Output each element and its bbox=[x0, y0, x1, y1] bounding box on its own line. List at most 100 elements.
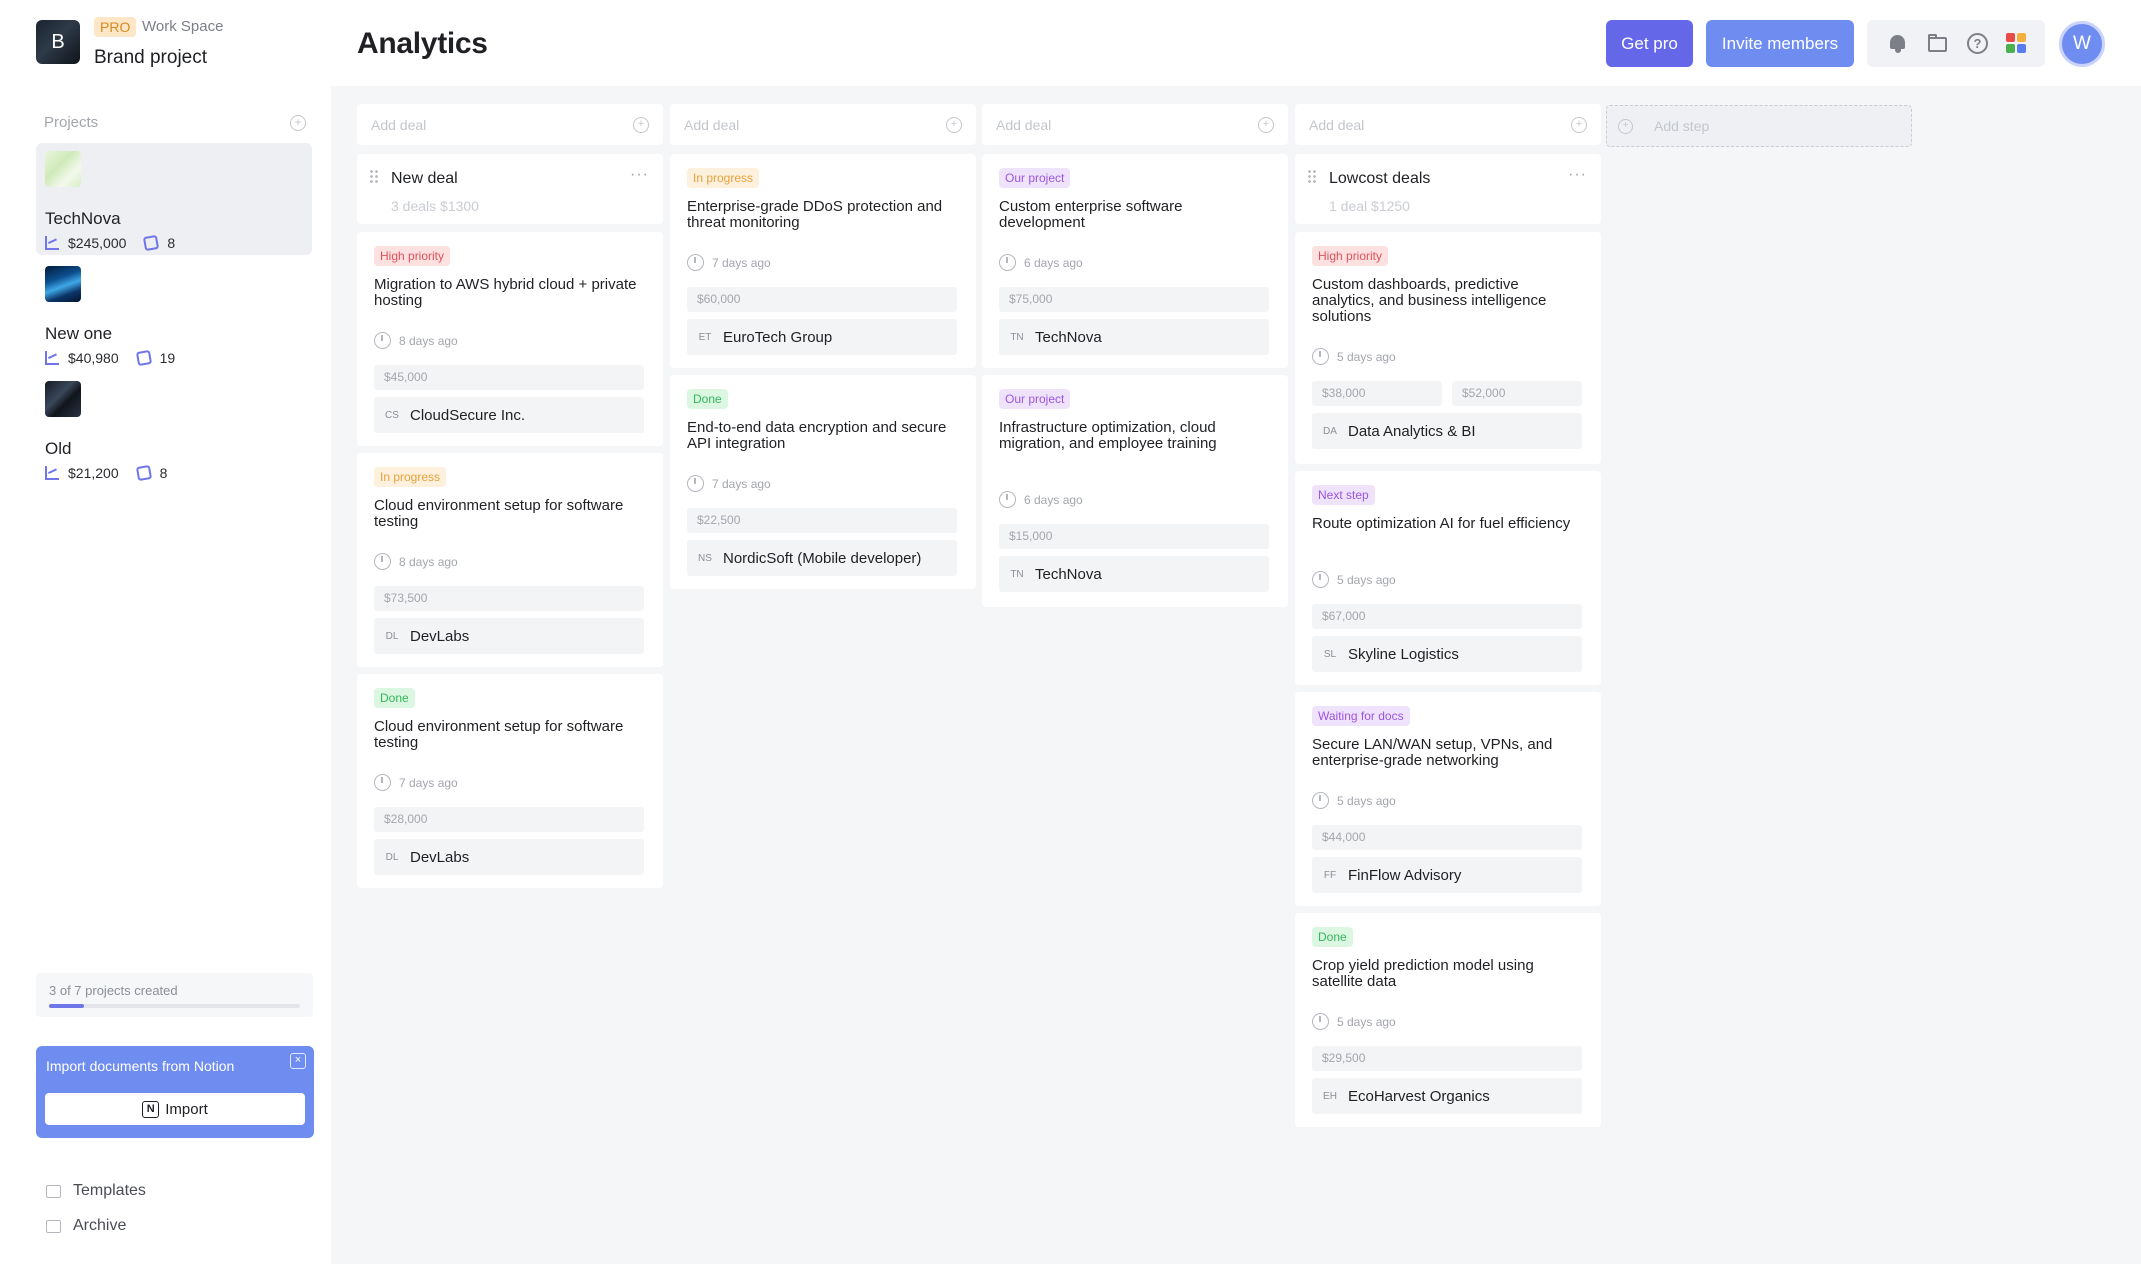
project-amount: $21,200 bbox=[68, 465, 119, 481]
chart-icon bbox=[45, 236, 59, 250]
deal-title: End-to-end data encryption and secure AP… bbox=[687, 419, 947, 452]
deal-amount[interactable]: $38,000 bbox=[1312, 381, 1442, 406]
get-pro-button[interactable]: Get pro bbox=[1606, 20, 1693, 67]
help-icon[interactable]: ? bbox=[1967, 33, 1988, 54]
deal-card[interactable]: Waiting for docs Secure LAN/WAN setup, VP… bbox=[1295, 692, 1601, 906]
deal-card[interactable]: Done Cloud environment setup for software… bbox=[357, 674, 663, 888]
project-item-technova[interactable]: TechNova $245,000 8 bbox=[36, 143, 312, 255]
add-deal-input[interactable]: Add deal + bbox=[1295, 104, 1601, 145]
company-name: EuroTech Group bbox=[723, 328, 833, 346]
deal-amount[interactable]: $15,000 bbox=[999, 524, 1269, 549]
deal-card[interactable]: High priority Migration to AWS hybrid clo… bbox=[357, 232, 663, 446]
status-badge: Waiting for docs bbox=[1312, 706, 1410, 726]
sidebar-link-archive[interactable]: Archive bbox=[46, 1217, 126, 1235]
company-name: Skyline Logistics bbox=[1348, 645, 1459, 663]
column-title: New deal bbox=[391, 170, 458, 187]
company-initials: NS bbox=[698, 552, 712, 564]
drag-handle-icon[interactable] bbox=[369, 169, 379, 185]
deal-amount[interactable]: $22,500 bbox=[687, 508, 957, 533]
add-icon[interactable]: + bbox=[1571, 117, 1587, 133]
company-chip[interactable]: EH EcoHarvest Organics bbox=[1312, 1078, 1582, 1114]
project-name: New one bbox=[45, 324, 113, 343]
workspace-name[interactable]: Work Space bbox=[142, 18, 224, 35]
invite-members-button[interactable]: Invite members bbox=[1706, 20, 1854, 67]
folder-icon[interactable] bbox=[1927, 33, 1948, 54]
company-chip[interactable]: DA Data Analytics & BI bbox=[1312, 413, 1582, 449]
company-name: Data Analytics & BI bbox=[1348, 422, 1476, 440]
notion-import-card: Import documents from Notion × N Import bbox=[36, 1046, 314, 1138]
deal-card[interactable]: Done End-to-end data encryption and secur… bbox=[670, 375, 976, 589]
apps-icon[interactable] bbox=[2006, 33, 2027, 54]
deal-time: 7 days ago bbox=[374, 774, 458, 791]
status-badge: In progress bbox=[687, 168, 760, 188]
status-badge: In progress bbox=[374, 467, 447, 487]
add-icon[interactable]: + bbox=[1258, 117, 1274, 133]
project-stats: $40,980 19 bbox=[45, 349, 175, 367]
deal-amount[interactable]: $28,000 bbox=[374, 807, 644, 832]
company-chip[interactable]: TN TechNova bbox=[999, 556, 1269, 592]
company-chip[interactable]: DL DevLabs bbox=[374, 618, 644, 654]
deal-amount[interactable]: $29,500 bbox=[1312, 1046, 1582, 1071]
deal-time: 7 days ago bbox=[687, 254, 771, 271]
sidebar: B PRO Work Space Brand project Projects … bbox=[0, 0, 331, 1264]
bell-icon[interactable] bbox=[1887, 33, 1908, 54]
deal-time-label: 8 days ago bbox=[399, 333, 458, 348]
project-stats: $21,200 8 bbox=[45, 464, 167, 482]
deal-card[interactable]: Our project Infrastructure optimization, … bbox=[982, 375, 1288, 607]
add-step-button[interactable]: + Add step bbox=[1606, 105, 1912, 147]
projects-progress-card: 3 of 7 projects created bbox=[36, 973, 313, 1017]
deal-amount[interactable]: $52,000 bbox=[1452, 381, 1582, 406]
add-icon[interactable]: + bbox=[633, 117, 649, 133]
documents-icon bbox=[135, 349, 152, 367]
project-item-old[interactable]: Old $21,200 8 bbox=[36, 373, 312, 485]
clock-icon bbox=[1312, 348, 1329, 365]
more-options-icon[interactable]: ··· bbox=[630, 166, 649, 183]
company-chip[interactable]: NS NordicSoft (Mobile developer) bbox=[687, 540, 957, 576]
add-deal-placeholder: Add deal bbox=[684, 117, 740, 133]
deal-card[interactable]: In progress Cloud environment setup for s… bbox=[357, 453, 663, 667]
deal-time: 5 days ago bbox=[1312, 571, 1396, 588]
close-icon[interactable]: × bbox=[290, 1053, 306, 1069]
import-button[interactable]: N Import bbox=[45, 1093, 305, 1125]
deal-card[interactable]: High priority Custom dashboards, predicti… bbox=[1295, 232, 1601, 464]
project-stats: $245,000 8 bbox=[45, 234, 175, 252]
clock-icon bbox=[374, 553, 391, 570]
add-project-icon[interactable]: + bbox=[290, 115, 306, 131]
deal-card[interactable]: Done Crop yield prediction model using sa… bbox=[1295, 913, 1601, 1127]
deal-time: 7 days ago bbox=[687, 475, 771, 492]
projects-label: Projects bbox=[44, 114, 99, 131]
workspace-project-name[interactable]: Brand project bbox=[94, 47, 208, 68]
project-item-new-one[interactable]: New one $40,980 19 bbox=[36, 258, 312, 370]
company-chip[interactable]: ET EuroTech Group bbox=[687, 319, 957, 355]
deal-amount[interactable]: $45,000 bbox=[374, 365, 644, 390]
deal-title: Secure LAN/WAN setup, VPNs, and enterpri… bbox=[1312, 736, 1553, 769]
deal-amount[interactable]: $44,000 bbox=[1312, 825, 1582, 850]
clock-icon bbox=[687, 475, 704, 492]
add-deal-input[interactable]: Add deal + bbox=[670, 104, 976, 145]
company-chip[interactable]: FF FinFlow Advisory bbox=[1312, 857, 1582, 893]
deal-amount[interactable]: $67,000 bbox=[1312, 604, 1582, 629]
company-chip[interactable]: DL DevLabs bbox=[374, 839, 644, 875]
deal-card[interactable]: In progress Enterprise-grade DDoS protect… bbox=[670, 154, 976, 368]
project-thumbnail bbox=[45, 151, 81, 187]
sidebar-link-templates[interactable]: Templates bbox=[46, 1182, 146, 1200]
sidebar-link-label: Archive bbox=[73, 1217, 127, 1234]
chart-icon bbox=[45, 466, 59, 480]
deal-time-label: 5 days ago bbox=[1337, 349, 1396, 364]
add-icon[interactable]: + bbox=[946, 117, 962, 133]
drag-handle-icon[interactable] bbox=[1307, 169, 1317, 185]
deal-amount[interactable]: $60,000 bbox=[687, 287, 957, 312]
deal-amount[interactable]: $73,500 bbox=[374, 586, 644, 611]
avatar[interactable]: W bbox=[2059, 21, 2105, 67]
deal-card[interactable]: Next step Route optimization AI for fuel … bbox=[1295, 471, 1601, 685]
company-chip[interactable]: CS CloudSecure Inc. bbox=[374, 397, 644, 433]
more-options-icon[interactable]: ··· bbox=[1568, 166, 1587, 183]
company-chip[interactable]: SL Skyline Logistics bbox=[1312, 636, 1582, 672]
add-deal-input[interactable]: Add deal + bbox=[357, 104, 663, 145]
company-chip[interactable]: TN TechNova bbox=[999, 319, 1269, 355]
column-header: Lowcost deals ··· 1 deal $1250 bbox=[1295, 154, 1601, 224]
add-deal-input[interactable]: Add deal + bbox=[982, 104, 1288, 145]
deal-card[interactable]: Our project Custom enterprise software de… bbox=[982, 154, 1288, 368]
deal-amount[interactable]: $75,000 bbox=[999, 287, 1269, 312]
workspace-logo[interactable]: B bbox=[36, 20, 80, 64]
